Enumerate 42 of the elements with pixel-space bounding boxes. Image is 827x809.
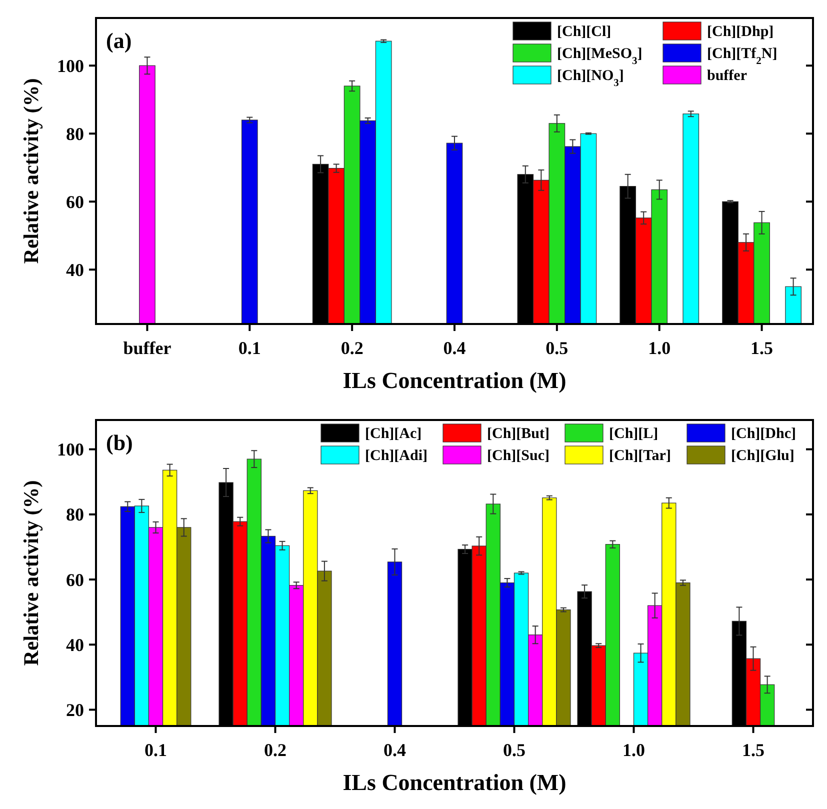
- annotation: (a): [106, 28, 132, 53]
- y-tick-label: 60: [66, 192, 84, 212]
- legend-label: [Ch][Tf$_{2}$N]: [707, 46, 778, 66]
- annotation: (b): [106, 430, 133, 455]
- legend-label: [Ch][Cl]: [557, 24, 612, 40]
- x-tick-label: 1.5: [750, 338, 774, 358]
- x-tick-label: 0.2: [340, 338, 364, 358]
- y-axis-title: Relative activity (%): [19, 480, 43, 666]
- x-tick-label: 0.5: [503, 740, 526, 760]
- x-tick-label: 0.4: [384, 740, 406, 760]
- legend-label: [Ch][Glu]: [731, 448, 794, 464]
- x-tick-label: 0.1: [238, 338, 261, 358]
- x-axis-title: ILs Concentration (M): [342, 770, 566, 795]
- x-tick-label: 0.2: [264, 740, 286, 760]
- legend-label: [Ch][L]: [609, 426, 658, 442]
- legend-label: [Ch][Ac]: [365, 426, 422, 442]
- x-tick-label: 1.5: [742, 740, 764, 760]
- legend-label: [Ch][MeSO$_{3}$]: [557, 46, 642, 66]
- x-axis-title: ILs Concentration (M): [342, 368, 566, 393]
- legend-label: [Ch][NO$_{3}$]: [557, 68, 624, 88]
- x-tick-label: 1.0: [648, 338, 671, 358]
- legend-label: [Ch][Dhp]: [707, 24, 774, 40]
- y-axis-title: Relative activity (%): [19, 78, 43, 264]
- y-tick-label: 100: [57, 440, 84, 460]
- y-tick-label: 40: [66, 634, 84, 655]
- x-tick-label: 0.1: [144, 740, 167, 760]
- legend-label: [Ch][Suc]: [487, 448, 550, 464]
- x-tick-label: 1.0: [622, 740, 645, 760]
- x-tick-label: 0.4: [443, 338, 466, 358]
- y-tick-label: 100: [57, 56, 84, 76]
- y-tick-label: 20: [66, 700, 84, 720]
- legend-label: buffer: [707, 68, 748, 84]
- x-tick-label: 0.5: [546, 338, 568, 358]
- legend-label: [Ch][Dhc]: [731, 426, 796, 442]
- legend-label: [Ch][Tar]: [609, 448, 671, 464]
- legend-label: [Ch][But]: [487, 426, 550, 442]
- y-tick-label: 80: [66, 504, 84, 525]
- legend-label: [Ch][Adi]: [365, 448, 428, 464]
- y-tick-label: 40: [66, 260, 84, 280]
- x-tick-label: buffer: [123, 338, 172, 358]
- y-tick-label: 60: [66, 570, 84, 590]
- y-tick-label: 80: [66, 124, 84, 144]
